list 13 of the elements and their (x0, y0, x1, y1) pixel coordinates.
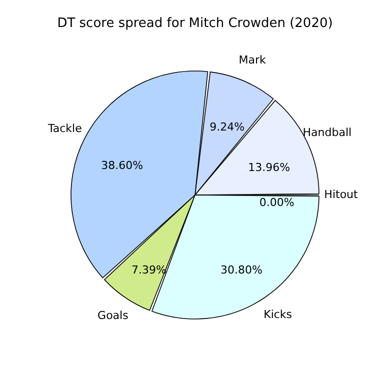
data-label: 30.80% (220, 263, 262, 276)
slice-label: Mark (238, 54, 266, 67)
chart-title: DT score spread for Mitch Crowden (2020) (57, 16, 333, 31)
slice-label: Goals (98, 308, 129, 322)
text: 0.00% (259, 196, 294, 209)
data-label: 7.39% (132, 264, 166, 277)
category-label: Hitout (324, 188, 358, 201)
slice-label: Kicks (264, 308, 292, 322)
slice-label: Handball (302, 126, 352, 139)
data-label: 9.24% (210, 120, 245, 134)
data-label: 38.60% (101, 158, 144, 172)
data-label: 13.96% (248, 161, 290, 174)
slice-label: Tackle (46, 122, 82, 135)
